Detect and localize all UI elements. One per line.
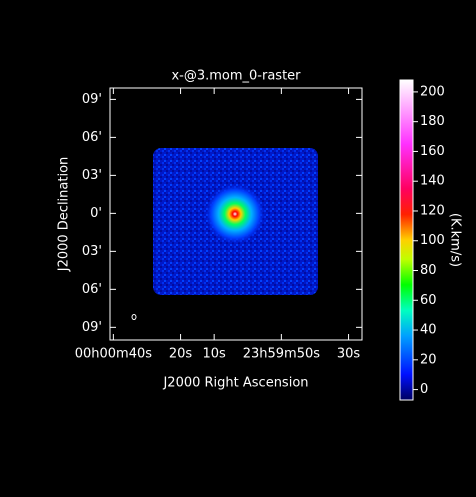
colorbar-label: (K.km/s)	[448, 213, 463, 267]
colorbar-tick-label: 140	[420, 174, 445, 189]
x-tick-label: 30s	[337, 347, 361, 362]
colorbar-tick-label: 60	[420, 293, 437, 308]
y-tick-label: 03'	[82, 168, 102, 183]
colorbar	[399, 79, 414, 401]
plot-frame	[109, 87, 363, 341]
colorbar-tick-label: 80	[420, 263, 437, 278]
colorbar-tick-label: 40	[420, 323, 437, 338]
x-tick-label: 23h59m50s	[243, 347, 321, 362]
colorbar-tick-label: 20	[420, 352, 437, 367]
x-axis-label: J2000 Right Ascension	[162, 376, 308, 391]
y-axis-label: J2000 Declination	[57, 157, 72, 273]
x-tick-label: 20s	[169, 347, 193, 362]
y-tick-label: 09'	[82, 92, 102, 107]
colorbar-tick-label: 200	[420, 84, 445, 99]
y-tick-label: 06'	[82, 282, 102, 297]
y-tick-label: 09'	[82, 320, 102, 335]
colorbar-tick-label: 0	[420, 382, 428, 397]
x-tick-label: 00h00m40s	[75, 347, 153, 362]
colorbar-tick-label: 120	[420, 203, 445, 218]
colorbar-tick-label: 180	[420, 114, 445, 129]
y-tick-label: 03'	[82, 244, 102, 259]
beam	[131, 314, 137, 320]
colorbar-tick-label: 160	[420, 144, 445, 159]
source-emission	[205, 184, 265, 244]
colorbar-tick-label: 100	[420, 233, 445, 248]
chart-title: x-@3.mom_0-raster	[171, 69, 301, 84]
y-tick-label: 06'	[82, 130, 102, 145]
x-tick-label: 10s	[202, 347, 226, 362]
y-tick-label: 0'	[90, 206, 102, 221]
